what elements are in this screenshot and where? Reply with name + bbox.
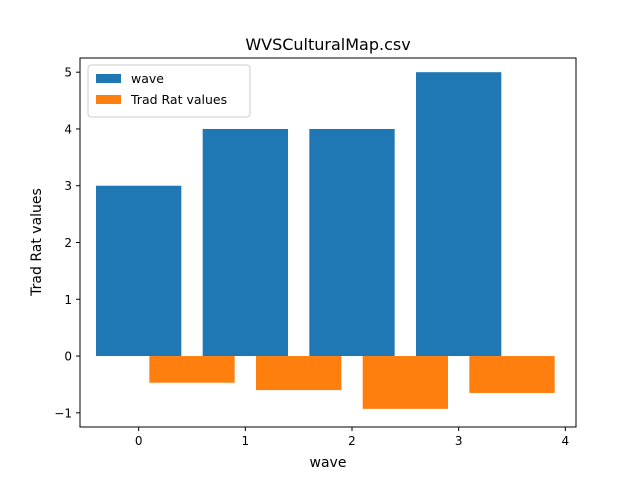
y-tick-label: 1	[64, 293, 72, 307]
x-tick-label: 0	[135, 434, 143, 448]
x-tick-label: 1	[242, 434, 250, 448]
x-tick-label: 2	[348, 434, 356, 448]
bar-series-2-3	[469, 356, 555, 393]
x-axis-ticks: 0 1 2 3 4	[135, 427, 569, 448]
y-axis-ticks: −1 0 1 2 3 4 5	[54, 66, 80, 420]
y-tick-label: 5	[64, 66, 72, 80]
bars-layer	[96, 72, 555, 409]
chart-title: WVSCulturalMap.csv	[245, 35, 410, 54]
bar-series-1-2	[309, 128, 395, 357]
bar-series-1-0	[96, 185, 182, 357]
y-tick-label: 0	[64, 350, 72, 364]
y-tick-label: 4	[64, 122, 72, 136]
y-axis-label: Trad Rat values	[29, 188, 45, 297]
x-tick-label: 4	[562, 434, 570, 448]
bar-series-2-0	[149, 356, 235, 383]
legend-frame	[87, 64, 251, 118]
y-tick-label: −1	[54, 406, 72, 420]
bar-series-2-2	[362, 356, 448, 409]
legend-label-2: Trad Rat values	[130, 92, 227, 107]
legend: wave Trad Rat values	[87, 64, 251, 118]
x-tick-label: 3	[455, 434, 463, 448]
y-tick-label: 2	[64, 236, 72, 250]
bar-series-1-1	[202, 128, 288, 357]
y-tick-label: 3	[64, 179, 72, 193]
legend-swatch-1	[96, 74, 121, 83]
legend-label-1: wave	[131, 71, 164, 86]
bar-series-1-3	[416, 72, 502, 357]
x-axis-label: wave	[310, 455, 347, 471]
legend-swatch-2	[96, 95, 121, 104]
bar-series-2-1	[256, 356, 342, 391]
